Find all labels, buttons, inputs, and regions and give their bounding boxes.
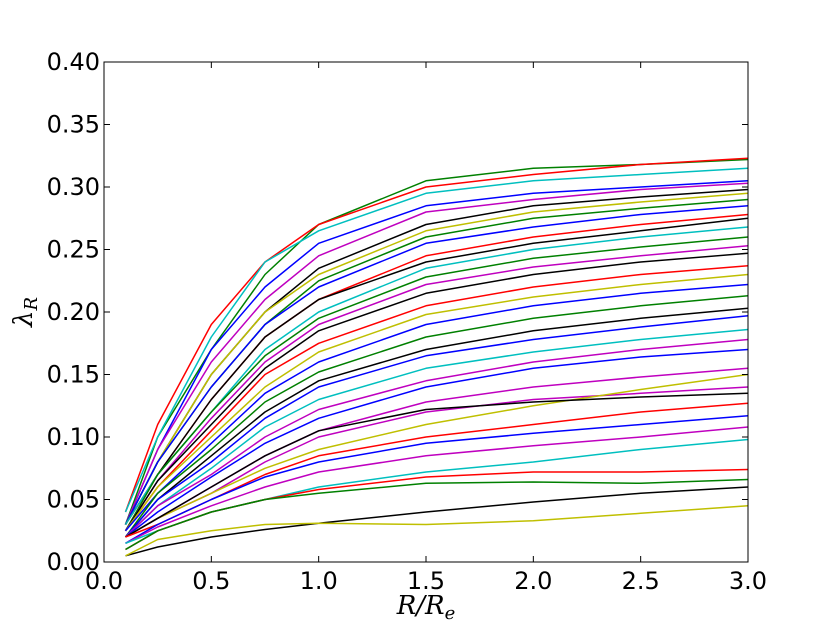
series-line-24 (125, 348, 748, 538)
series-line-11 (124, 217, 748, 525)
y-tick-label: 0.20 (47, 298, 100, 326)
y-tick-label: 0.25 (47, 236, 100, 264)
x-tick-label: 2.0 (514, 567, 552, 595)
x-tick-label: 3.0 (729, 567, 767, 595)
series-line-3 (124, 167, 748, 513)
x-tick-label: 1.0 (300, 567, 338, 595)
series-line-22 (124, 328, 748, 538)
series-line-17 (124, 273, 748, 532)
series-line-21 (124, 315, 748, 538)
series-line-20 (124, 307, 748, 538)
series-line-9 (124, 205, 748, 525)
series-line-15 (124, 252, 748, 532)
series-line-4 (124, 180, 748, 525)
series-line-34 (125, 478, 748, 551)
x-tick-label: 1.5 (407, 567, 445, 595)
series-line-31 (125, 426, 748, 544)
y-tick-label: 0.00 (47, 548, 100, 576)
y-tick-label: 0.35 (47, 111, 100, 139)
y-axis: 0.00 0.05 0.10 0.15 0.20 0.25 0.30 0.35 0.40 (47, 48, 748, 576)
y-tick-label: 0.05 (47, 486, 100, 514)
y-tick-label: 0.10 (47, 423, 100, 451)
series-line-5 (124, 182, 748, 525)
series-line-13 (124, 236, 748, 532)
y-tick-label: 0.40 (47, 48, 100, 76)
x-tick-label: 2.5 (622, 567, 660, 595)
x-axis: 0.0 0.5 1.0 1.5 2.0 2.5 3.0 (85, 62, 767, 595)
series-layer (124, 157, 748, 557)
series-line-30 (125, 415, 748, 544)
series-line-14 (124, 245, 748, 532)
y-tick-label: 0.30 (47, 173, 100, 201)
series-line-36 (125, 505, 748, 557)
series-line-23 (124, 338, 748, 538)
y-tick-label: 0.15 (47, 361, 100, 389)
x-tick-label: 0.0 (85, 567, 123, 595)
series-line-16 (124, 265, 748, 532)
series-line-18 (124, 283, 748, 532)
series-line-2 (124, 157, 748, 513)
series-line-28 (125, 392, 748, 538)
x-tick-label: 0.5 (192, 567, 230, 595)
series-line-7 (124, 192, 748, 525)
series-line-27 (125, 373, 748, 538)
series-line-19 (124, 295, 748, 538)
